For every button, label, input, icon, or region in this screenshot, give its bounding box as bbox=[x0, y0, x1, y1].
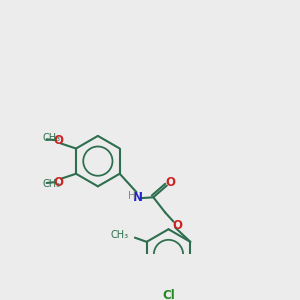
Text: O: O bbox=[165, 176, 175, 189]
Text: CH₃: CH₃ bbox=[42, 179, 61, 189]
Text: N: N bbox=[133, 191, 143, 204]
Text: CH₃: CH₃ bbox=[111, 230, 129, 240]
Text: O: O bbox=[53, 176, 63, 189]
Text: H: H bbox=[128, 191, 136, 201]
Text: O: O bbox=[53, 134, 63, 147]
Text: Cl: Cl bbox=[162, 289, 175, 300]
Text: O: O bbox=[172, 218, 182, 232]
Text: CH₃: CH₃ bbox=[42, 134, 61, 143]
